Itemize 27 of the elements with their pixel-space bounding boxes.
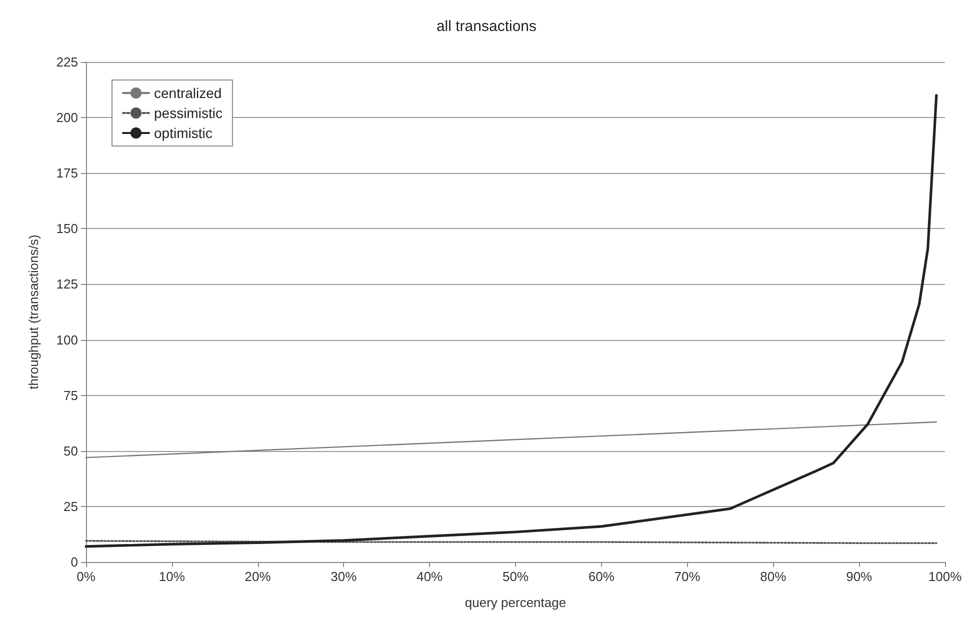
y-tick-label: 125 — [56, 276, 78, 292]
y-tick-label: 175 — [56, 166, 78, 181]
legend-label: optimistic — [154, 125, 212, 141]
y-tick-label: 0 — [70, 554, 78, 570]
x-tick-label: 10% — [158, 569, 186, 584]
y-tick-label: 225 — [56, 54, 78, 70]
x-tick-label: 80% — [760, 569, 787, 584]
y-tick-label: 75 — [64, 388, 78, 403]
x-tick-label: 30% — [330, 569, 358, 584]
x-tick-label: 20% — [244, 569, 272, 584]
chart-title: all transactions — [436, 18, 537, 35]
x-tick-label: 70% — [674, 569, 701, 584]
y-tick-label: 25 — [64, 498, 78, 514]
y-tick-label: 150 — [56, 221, 78, 236]
y-tick-label: 100 — [56, 332, 78, 348]
x-tick-label: 100% — [928, 569, 962, 584]
x-tick-label: 90% — [846, 569, 873, 584]
y-tick-label: 200 — [56, 110, 78, 126]
legend-label: pessimistic — [154, 105, 222, 121]
x-axis-title: query percentage — [464, 595, 566, 610]
x-tick-label: 0% — [76, 569, 96, 584]
y-tick-label: 50 — [64, 443, 78, 458]
x-tick-label: 40% — [416, 569, 444, 584]
legend-label: centralized — [154, 85, 222, 101]
y-axis-title: throughput (transactions/s) — [26, 234, 41, 390]
x-tick-label: 50% — [502, 569, 529, 584]
x-tick-label: 60% — [588, 569, 615, 584]
